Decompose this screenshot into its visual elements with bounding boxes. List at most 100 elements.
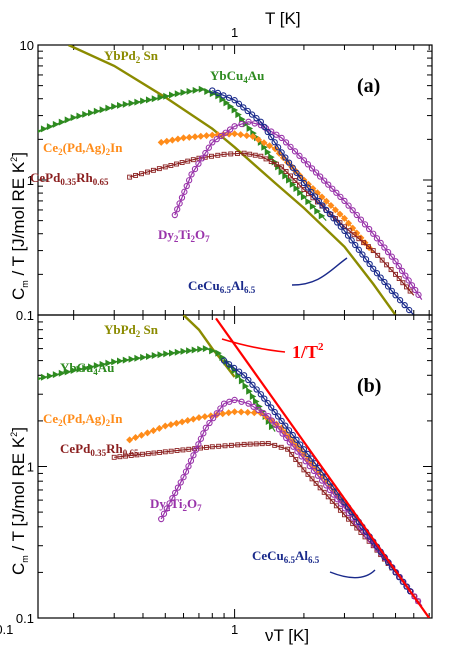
cecu-pointer-b — [329, 569, 376, 579]
panel-b-y-tick-label: 0.1 — [16, 611, 34, 626]
panel-a-point-cepd0-35rh0-65 — [168, 163, 174, 168]
panel-b-point-cepd0-35rh0-65 — [168, 448, 174, 454]
panel-a-point-dy2ti2o7 — [321, 177, 328, 184]
panel-b-point-ce2-pd-ag-2in — [138, 431, 146, 439]
panel-a-point-ybcu4au — [145, 96, 153, 104]
panel-a-point-dy2ti2o7 — [282, 139, 290, 146]
panel-b-point-ce2-pd-ag-2in — [201, 413, 209, 421]
panel-b-point-cepd0-35rh0-65 — [293, 457, 299, 463]
panel-a-point-cepd0-35rh0-65 — [288, 173, 293, 179]
label-a-cecualu: CeCu6.5Al6.5 — [188, 278, 256, 295]
panel-b-point-ce2-pd-ag-2in — [178, 418, 186, 426]
panel-b-point-ybcu4au — [38, 376, 42, 381]
panel-b-point-dy2ti2o7 — [268, 417, 275, 424]
panel-b-point-dy2ti2o7 — [279, 430, 286, 437]
panel-b-point-dy2ti2o7 — [172, 489, 179, 497]
panel-b-series-line-ybpd2sn — [182, 315, 236, 378]
panel-b-point-cepd0-35rh0-65 — [140, 451, 146, 457]
panel-b-point-ybcu4au — [191, 346, 199, 354]
panel-b-point-ce2-pd-ag-2in — [126, 436, 134, 444]
panel-b-point-dy2ti2o7 — [250, 403, 257, 410]
panel-a-point-dy2ti2o7 — [188, 171, 195, 178]
panel-a-point-dy2ti2o7 — [202, 149, 209, 157]
cecu-pointer-a — [291, 257, 348, 286]
panel-a-point-cepd0-35rh0-65 — [190, 157, 196, 163]
label-b-cepdrh: CePd0.35Rh0.65 — [60, 441, 139, 458]
panel-a-point-dy2ti2o7 — [174, 206, 181, 213]
panel-a-point-cecu6-5al6-5 — [344, 232, 352, 239]
panel-a-point-ce2-pd-ag-2in — [327, 202, 335, 210]
label-a-ce2pdagin: Ce2(Pd,Ag)2In — [43, 140, 123, 157]
panel-b-point-dy2ti2o7 — [323, 482, 330, 489]
panel-a-point-ce2-pd-ag-2in — [174, 135, 182, 143]
panel-a-point-dy2ti2o7 — [345, 202, 352, 209]
panel-a-point-cepd0-35rh0-65 — [133, 172, 139, 178]
panel-b-point-ce2-pd-ag-2in — [149, 427, 157, 435]
panel-b-x-tick-label: 1 — [231, 622, 238, 637]
panel-b-point-cepd0-35rh0-65 — [180, 447, 186, 453]
panel-a-point-dy2ti2o7 — [251, 120, 258, 127]
panel-a-point-cecu6-5al6-5 — [253, 115, 260, 122]
panel-a-point-dy2ti2o7 — [178, 194, 186, 201]
panel-b-point-cepd0-35rh0-65 — [235, 442, 241, 448]
panel-b-point-cepd0-35rh0-65 — [272, 442, 278, 448]
panel-b-point-ybcu4au — [40, 373, 48, 381]
panel-b-point-ybcu4au — [242, 382, 250, 390]
panel-b-point-dy2ti2o7 — [217, 405, 224, 412]
panel-b-point-cecu6-5al6-5 — [406, 588, 414, 595]
panel-b-point-dy2ti2o7 — [306, 462, 313, 470]
panel-b-point-ybcu4au — [253, 397, 260, 405]
panel-a-point-cecu6-5al6-5 — [362, 256, 370, 263]
panel-b-point-cepd0-35rh0-65 — [297, 462, 303, 468]
panel-a-point-dy2ti2o7 — [381, 244, 388, 251]
panel-b-point-ybcu4au — [93, 362, 101, 370]
panel-a-point-dy2ti2o7 — [402, 272, 409, 279]
panel-a-point-cecu6-5al6-5 — [370, 265, 377, 272]
panel-a-series-group — [38, 45, 423, 315]
panel-a-point-cepd0-35rh0-65 — [196, 155, 202, 161]
panel-b-point-dy2ti2o7 — [245, 400, 252, 407]
panel-b-point-ybcu4au — [246, 387, 253, 395]
panel-a-point-cecu6-5al6-5 — [406, 306, 413, 314]
panel-a-point-ce2-pd-ag-2in — [309, 185, 317, 193]
panel-b-point-dy2ti2o7 — [213, 410, 220, 417]
panel-a-point-ybcu4au — [64, 116, 72, 124]
panel-b-point-dy2ti2o7 — [180, 474, 187, 481]
panel-b-point-ce2-pd-ag-2in — [207, 412, 215, 420]
panel-b-point-cecu6-5al6-5 — [268, 404, 275, 411]
panel-a-point-ce2-pd-ag-2in — [254, 136, 262, 144]
inv-t2-pointer — [221, 338, 286, 353]
panel-a-point-dy2ti2o7 — [181, 188, 188, 195]
panel-a-point-cepd0-35rh0-65 — [252, 152, 258, 158]
panel-b-point-ybcu4au — [111, 358, 118, 366]
panel-a-point-cepd0-35rh0-65 — [174, 161, 179, 167]
panel-b-point-dy2ti2o7 — [190, 452, 197, 459]
panel-a-point-ybcu4au — [300, 193, 308, 201]
panel-a-y-tick-label: 0.1 — [16, 308, 34, 323]
panel-a-point-cepd0-35rh0-65 — [156, 166, 162, 172]
panel-b-point-ybcu4au — [186, 347, 193, 355]
panel-a-point-ybcu4au — [151, 95, 159, 103]
panel-b-point-dy2ti2o7 — [302, 458, 309, 465]
panel-b-point-dy2ti2o7 — [260, 409, 267, 417]
panel-a-point-cepd0-35rh0-65 — [185, 158, 191, 164]
panel-a-point-cecu6-5al6-5 — [384, 283, 392, 290]
panel-b-point-cepd0-35rh0-65 — [259, 441, 265, 447]
panel-b-point-ybcu4au — [134, 354, 141, 362]
panel-a-point-dy2ti2o7 — [291, 148, 299, 155]
panel-b-point-dy2ti2o7 — [220, 400, 228, 407]
panel-b-point-dy2ti2o7 — [209, 414, 217, 422]
panel-b-point-cepd0-35rh0-65 — [329, 498, 335, 504]
panel-a-point-cecu6-5al6-5 — [311, 193, 319, 200]
panel-a-y-tick-label: 1 — [27, 173, 34, 188]
panel-b-point-cecu6-5al6-5 — [274, 413, 282, 420]
panel-a-point-cecu6-5al6-5 — [209, 87, 216, 94]
panel-a-point-dy2ti2o7 — [377, 239, 384, 247]
panel-b-point-cecu6-5al6-5 — [285, 427, 293, 434]
panel-a-point-cecu6-5al6-5 — [352, 241, 359, 249]
panel-b-point-ybcu4au — [52, 371, 60, 379]
panel-b-point-cepd0-35rh0-65 — [228, 442, 234, 448]
panel-a-point-ybcu4au — [231, 106, 239, 114]
panel-a-point-ybcu4au — [105, 104, 112, 112]
panel-a-series-line-dy2ti2o7 — [174, 121, 423, 300]
